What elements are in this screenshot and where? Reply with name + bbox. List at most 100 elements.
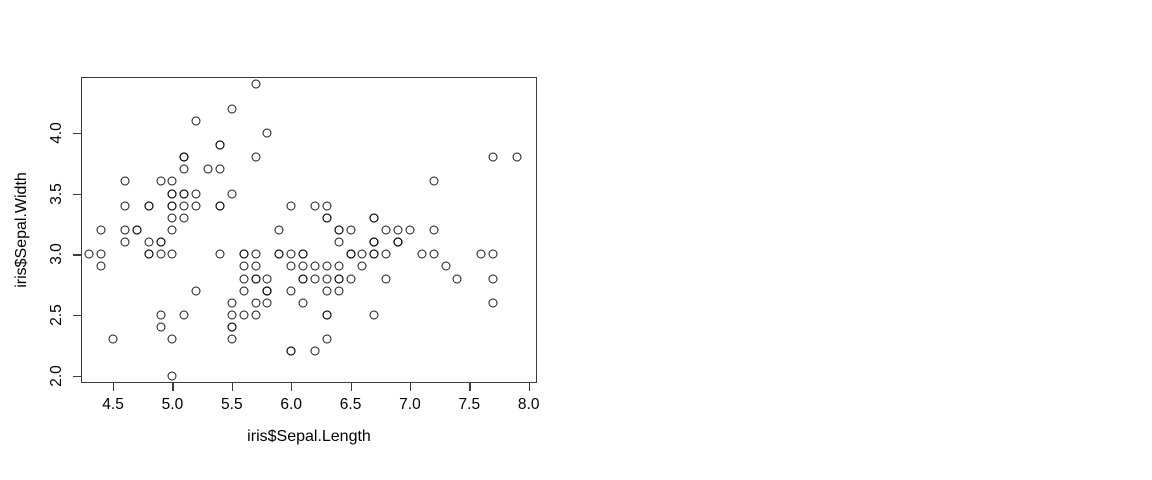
data-point [191,189,201,199]
data-point [203,164,213,174]
y-tick-label: 4.0 [48,122,65,144]
data-point [334,286,344,296]
data-point [251,249,261,259]
data-point [429,176,439,186]
data-point [488,249,498,259]
data-point [322,261,332,271]
data-point [369,310,379,320]
data-point [381,225,391,235]
scatter-points-base [81,77,537,383]
data-point [512,152,522,162]
y-tick-label: 3.5 [48,182,65,205]
x-tick-mark [528,383,530,391]
y-tick-mark [73,254,81,256]
data-point [191,286,201,296]
data-point [167,176,177,186]
y-tick-mark [73,132,81,135]
data-point [334,225,344,235]
x-tick-label: 7.0 [399,396,421,413]
data-point [298,249,308,259]
data-point [144,249,154,259]
data-point [334,237,344,247]
y-tick-label: 3.0 [48,243,65,266]
data-point [156,310,166,320]
data-point [369,237,379,247]
data-point [322,201,332,211]
data-point [251,261,261,271]
data-point [262,274,272,284]
y-tick-mark [73,375,81,377]
data-point [167,334,177,344]
data-point [227,322,237,332]
data-point [251,298,261,308]
data-point [310,346,320,356]
data-point [120,225,130,235]
x-tick-label: 6.5 [339,396,362,413]
data-point [167,371,177,381]
data-point [334,261,344,271]
data-point [381,274,391,284]
data-point [96,261,106,271]
data-point [191,201,201,211]
data-point [369,213,379,223]
x-tick-mark [291,383,293,391]
data-point [334,274,344,284]
data-point [262,298,272,308]
data-point [262,286,272,296]
data-point [286,249,296,259]
data-point [239,249,249,259]
data-point [227,334,237,344]
data-point [239,274,249,284]
data-point [310,274,320,284]
data-point [322,274,332,284]
data-point [452,274,462,284]
panel-base-r-scatter: 4.5 5.0 5.5 6.0 6.5 7.0 7.5 8.0 2.0 2.5 3.0 3.5 4.0… [13,77,540,445]
data-point [274,249,284,259]
x-tick-mark [172,383,174,391]
data-point [96,225,106,235]
data-point [381,249,391,259]
data-point [251,79,261,89]
x-tick-label: 8.0 [517,396,540,413]
data-point [108,334,118,344]
data-point [357,261,367,271]
data-point [417,249,427,259]
data-point [215,249,225,259]
data-point [429,249,439,259]
data-point [251,310,261,320]
data-point [346,249,356,259]
data-point [286,346,296,356]
data-point [215,201,225,211]
data-point [476,249,486,259]
data-point [369,249,379,259]
x-tick-label: 5.0 [161,396,184,413]
y-tick-mark [73,193,81,195]
x-tick-mark [350,383,352,391]
x-tick-label: 7.5 [458,396,481,413]
data-point [405,225,415,235]
data-point [262,128,272,138]
panel-plotly-scatter: 4.543.532.52 45678 iris$Sepal.Length iri… [576,0,1152,480]
x-axis-title-base: iris$Sepal.Length [247,428,371,445]
data-point [488,274,498,284]
data-point [251,152,261,162]
data-point [179,213,189,223]
data-point [215,140,225,150]
data-point [120,201,130,211]
data-point [191,116,201,126]
data-point [179,164,189,174]
data-point [286,261,296,271]
data-point [239,286,249,296]
data-point [167,201,177,211]
data-point [429,225,439,235]
data-point [227,298,237,308]
x-tick-mark [113,383,115,391]
data-point [310,201,320,211]
data-point [298,298,308,308]
data-point [120,237,130,247]
data-point [120,176,130,186]
data-point [167,213,177,223]
data-point [488,152,498,162]
data-point [310,261,320,271]
